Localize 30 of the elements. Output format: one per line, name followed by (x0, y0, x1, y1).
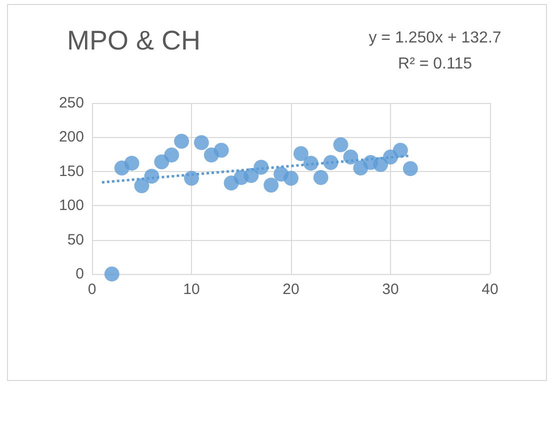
point (402, 161, 418, 176)
point (343, 150, 358, 165)
x-tick-label: 30 (382, 281, 399, 298)
point (184, 170, 199, 186)
text: y = 1.250x + 132.7 (368, 30, 502, 46)
y-tick-label: 250 (58, 94, 84, 112)
point (313, 170, 328, 186)
y-tick-label: 150 (58, 162, 84, 180)
point (164, 147, 180, 162)
chart-title: MPO & CH (67, 26, 201, 56)
point (392, 142, 408, 158)
point (174, 134, 190, 149)
x-tick-label: 0 (88, 281, 96, 298)
point (134, 178, 150, 194)
text: R² = 0.115 (398, 56, 472, 72)
y-tick-label: 100 (58, 197, 84, 214)
point (293, 146, 308, 162)
x-tick-label: 10 (183, 281, 200, 298)
y-tick-label: 50 (67, 231, 84, 248)
y-tick-label: 200 (58, 128, 84, 146)
point (333, 137, 348, 152)
point (214, 142, 229, 158)
point (104, 266, 120, 282)
point (194, 135, 209, 150)
point (124, 156, 140, 171)
x-tick-label: 40 (482, 281, 498, 298)
y-tick-label: 0 (76, 266, 84, 282)
point (284, 170, 298, 186)
point (264, 178, 279, 193)
x-tick-label: 20 (282, 281, 300, 298)
